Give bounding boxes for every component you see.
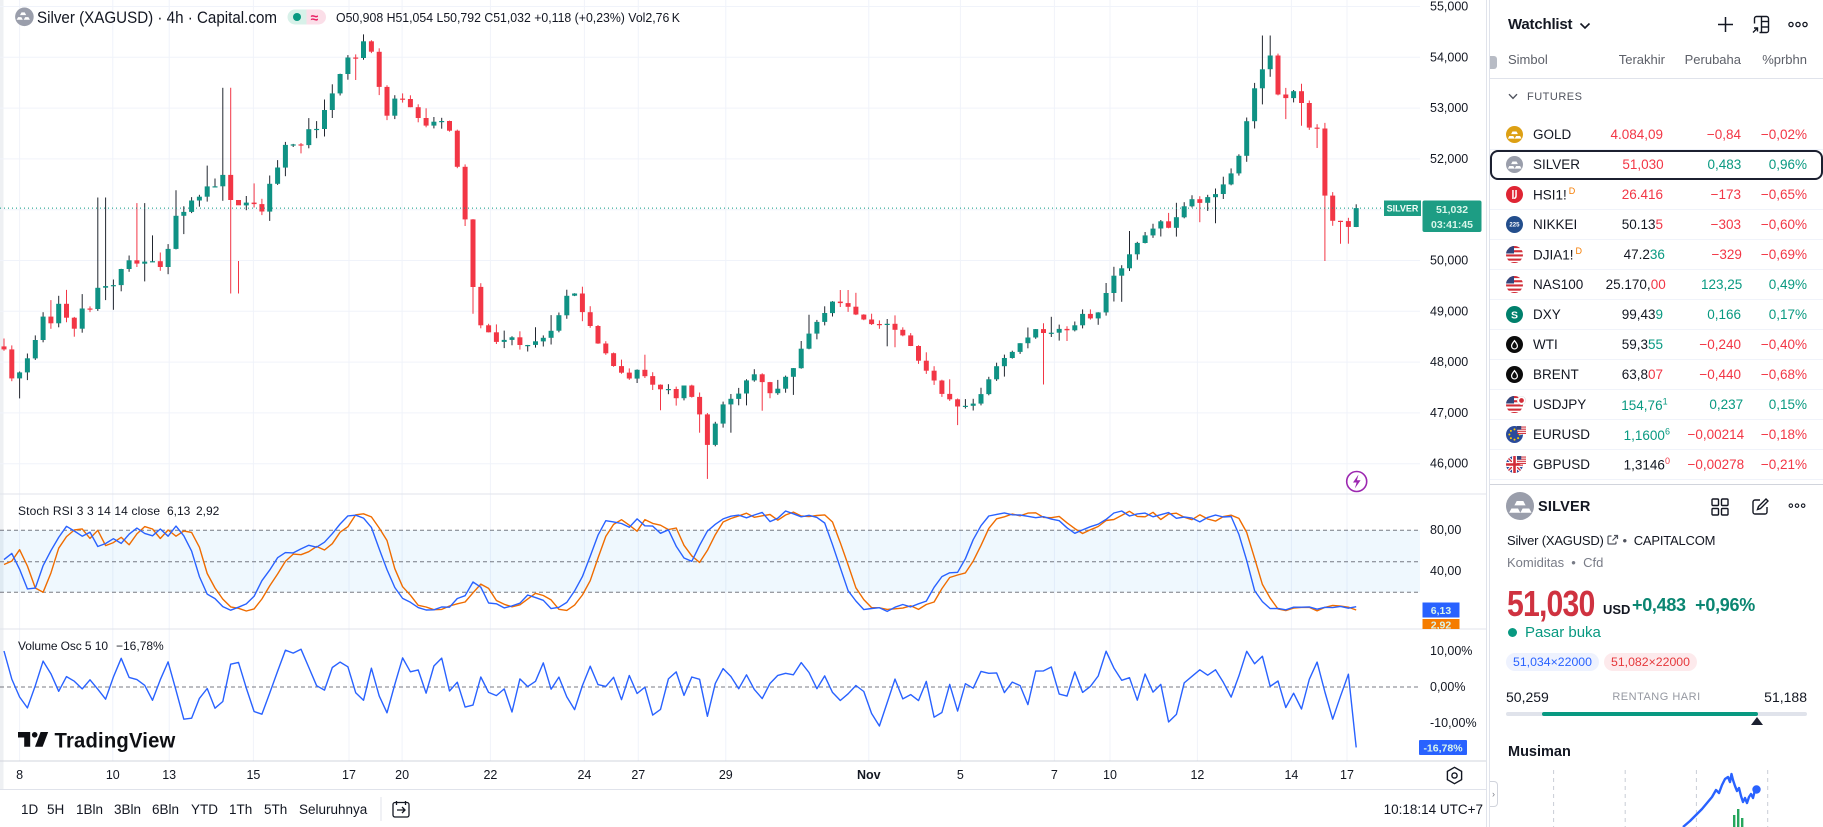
svg-text:10,00%: 10,00% — [1430, 644, 1472, 658]
svg-text:52,000: 52,000 — [1430, 152, 1468, 166]
svg-text:-16,78%: -16,78% — [1423, 743, 1463, 755]
svg-text:1Th: 1Th — [229, 802, 252, 817]
svg-text:6,13: 6,13 — [1431, 605, 1452, 617]
svg-text:40,00: 40,00 — [1430, 564, 1461, 578]
svg-text:47,000: 47,000 — [1430, 406, 1468, 420]
svg-text:13: 13 — [162, 768, 176, 782]
svg-text:10: 10 — [1103, 768, 1117, 782]
svg-text:2,92: 2,92 — [1431, 620, 1452, 632]
svg-text:TradingView: TradingView — [55, 730, 176, 753]
svg-text:225: 225 — [1509, 222, 1520, 229]
svg-text:10:18:14 UTC+7: 10:18:14 UTC+7 — [1384, 802, 1483, 817]
svg-text:5: 5 — [957, 768, 964, 782]
svg-text:-10,00%: -10,00% — [1430, 716, 1477, 730]
svg-text:YTD: YTD — [191, 802, 218, 817]
svg-text:Volume Osc 5 10: Volume Osc 5 10 — [18, 639, 108, 653]
svg-text:22: 22 — [483, 768, 497, 782]
svg-text:03:41:45: 03:41:45 — [1431, 219, 1473, 231]
svg-text:29: 29 — [719, 768, 733, 782]
svg-text:S: S — [1511, 309, 1518, 321]
svg-text:0,00%: 0,00% — [1430, 680, 1465, 694]
svg-text:5Th: 5Th — [264, 802, 287, 817]
svg-text:Seluruhnya: Seluruhnya — [299, 802, 368, 817]
svg-text:80,00: 80,00 — [1430, 523, 1461, 537]
svg-text:−16,78%: −16,78% — [116, 639, 164, 653]
svg-text:Silver (XAGUSD) · 4h · Capital: Silver (XAGUSD) · 4h · Capital.com — [37, 8, 277, 27]
svg-text:1D: 1D — [21, 802, 39, 817]
svg-text:46,000: 46,000 — [1430, 457, 1468, 471]
svg-text:15: 15 — [246, 768, 260, 782]
svg-text:51,032: 51,032 — [1436, 204, 1468, 216]
svg-text:27: 27 — [631, 768, 645, 782]
svg-text:6,13: 6,13 — [167, 504, 191, 518]
svg-text:Nov: Nov — [857, 768, 881, 782]
svg-text:SILVER: SILVER — [1387, 204, 1419, 214]
svg-text:54,000: 54,000 — [1430, 50, 1468, 64]
svg-text:49,000: 49,000 — [1430, 304, 1468, 318]
svg-text:Stoch RSI 3 3 14 14 close: Stoch RSI 3 3 14 14 close — [18, 504, 160, 518]
svg-text:5H: 5H — [47, 802, 64, 817]
svg-text:O50,908 H51,054 L50,792 C51: O50,908 H51,054 L50,792 C51,032 +0,118 (… — [336, 10, 680, 25]
svg-text:1Bln: 1Bln — [76, 802, 103, 817]
svg-text:48,000: 48,000 — [1430, 355, 1468, 369]
svg-text:53,000: 53,000 — [1430, 101, 1468, 115]
svg-text:2,92: 2,92 — [196, 504, 220, 518]
svg-text:55,000: 55,000 — [1430, 0, 1468, 14]
svg-text:50,000: 50,000 — [1430, 254, 1468, 268]
svg-text:10: 10 — [106, 768, 120, 782]
svg-text:≈: ≈ — [311, 10, 319, 26]
svg-text:20: 20 — [395, 768, 409, 782]
svg-text:17: 17 — [342, 768, 356, 782]
svg-text:6Bln: 6Bln — [152, 802, 179, 817]
svg-text:17: 17 — [1340, 768, 1354, 782]
svg-text:24: 24 — [577, 768, 591, 782]
svg-text:12: 12 — [1190, 768, 1204, 782]
svg-text:14: 14 — [1284, 768, 1298, 782]
svg-text:8: 8 — [16, 768, 23, 782]
svg-text:7: 7 — [1051, 768, 1058, 782]
svg-text:3Bln: 3Bln — [114, 802, 141, 817]
